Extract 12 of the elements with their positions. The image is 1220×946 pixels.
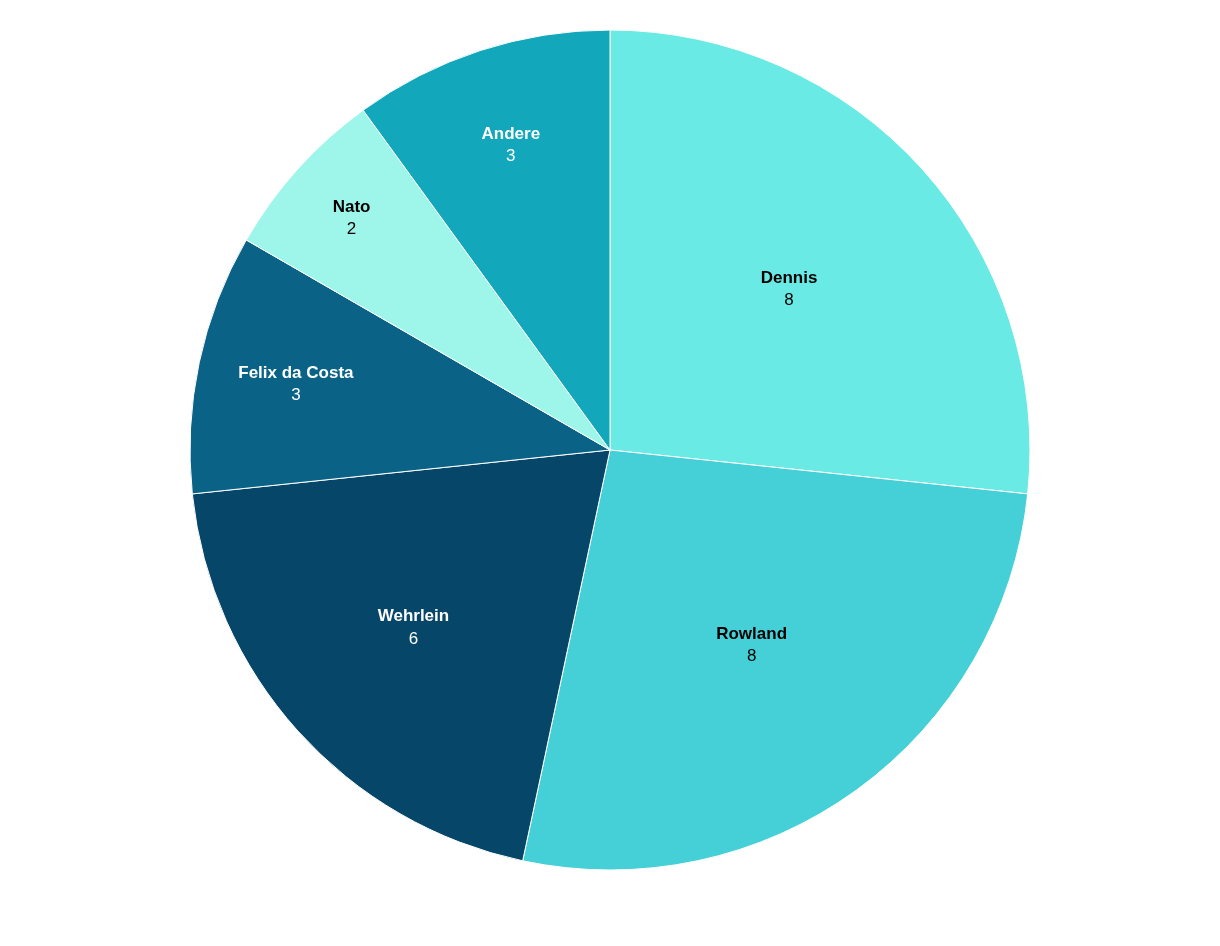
slice-label: Wehrlein bbox=[377, 606, 450, 626]
slice-label: Dennis bbox=[760, 268, 818, 288]
slice-label: Nato bbox=[332, 196, 371, 216]
data-label: 8 bbox=[746, 646, 757, 666]
slice-label: Andere bbox=[481, 124, 541, 144]
slice-label: Felix da Costa bbox=[238, 362, 355, 382]
slice-label: Rowland bbox=[716, 624, 788, 644]
data-label: 2 bbox=[346, 218, 357, 238]
data-label: 6 bbox=[408, 628, 419, 648]
data-label: 8 bbox=[784, 290, 794, 310]
data-label: 3 bbox=[506, 146, 516, 166]
data-label: 3 bbox=[291, 384, 301, 404]
